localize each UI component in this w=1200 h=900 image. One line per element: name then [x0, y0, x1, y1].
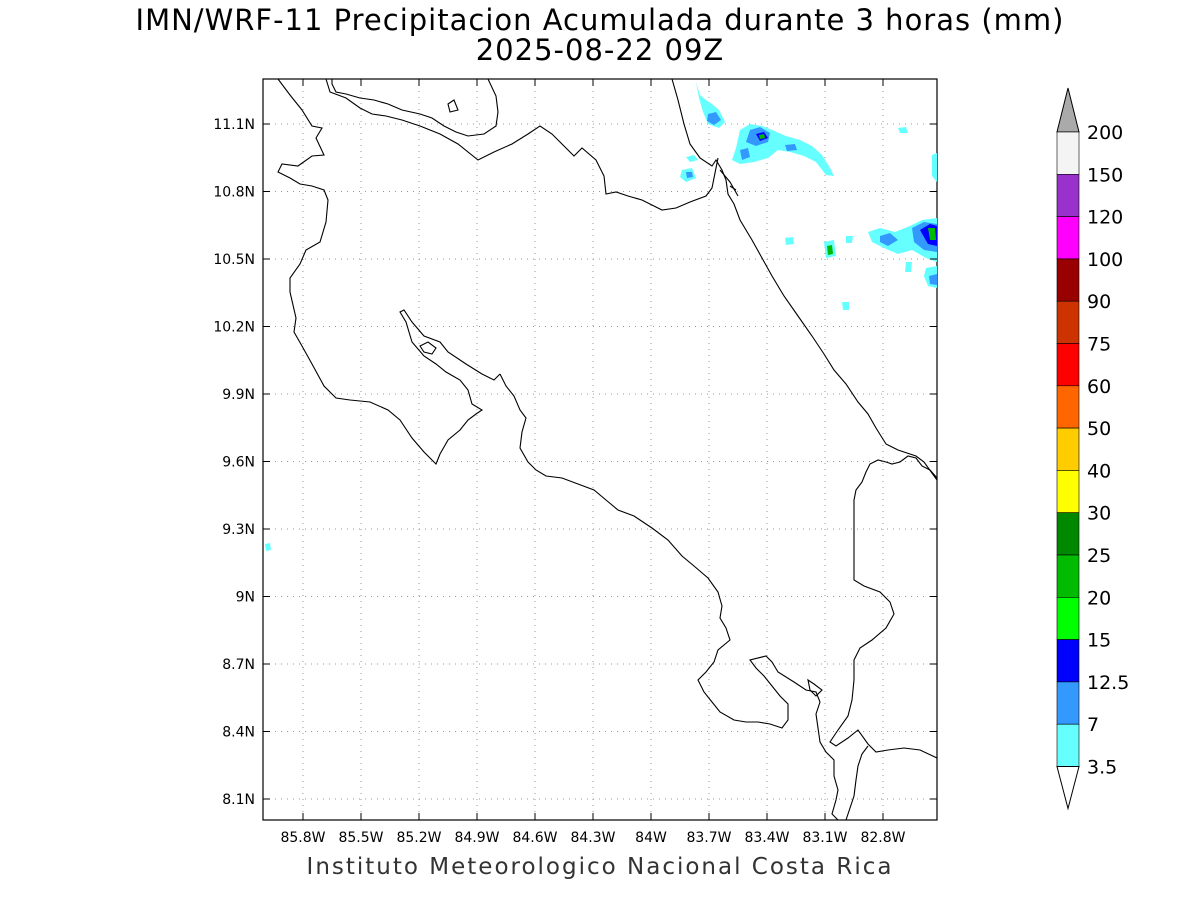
y-tick-label: 9N: [236, 590, 255, 606]
map-title: IMN/WRF-11 Precipitacion Acumulada duran…: [135, 3, 1065, 37]
colorbar-label: 15: [1087, 630, 1111, 652]
y-tick-label: 8.1N: [222, 792, 255, 808]
y-tick-label: 10.8N: [213, 185, 255, 201]
colorbar-swatch: [1056, 681, 1080, 725]
footer-credit: Instituto Meteorologico Nacional Costa R…: [306, 854, 894, 880]
colorbar: 200 150 120 100 90 75 60 50 40 30 25 20 15 12.5 7 3.5: [1056, 87, 1129, 811]
colorbar-swatch: [1056, 427, 1080, 471]
colorbar-label: 3.5: [1087, 757, 1117, 779]
x-tick-label: 85.5W: [338, 830, 383, 846]
colorbar-label: 20: [1087, 587, 1111, 609]
colorbar-swatch: [1056, 174, 1080, 217]
coastlines-borders: [277, 79, 937, 820]
colorbar-swatch: [1056, 639, 1080, 683]
colorbar-label: 200: [1087, 122, 1123, 144]
x-tick-label: 83.4W: [744, 830, 789, 846]
colorbar-top-arrow: [1056, 87, 1080, 133]
colorbar-label: 12.5: [1087, 672, 1129, 694]
gridlines: [263, 79, 937, 820]
colorbar-label: 100: [1087, 249, 1123, 271]
precipitation-areas: [265, 82, 937, 551]
x-tick-label: 84.9W: [454, 830, 499, 846]
y-tick-label: 9.3N: [222, 522, 255, 538]
map-frame: [262, 78, 938, 821]
colorbar-label: 60: [1087, 376, 1111, 398]
y-tick-label: 9.9N: [222, 387, 255, 403]
colorbar-swatch: [1056, 723, 1080, 767]
y-axis-labels: 11.1N 10.8N 10.5N 10.2N 9.9N 9.6N 9.3N 9N 8.7N 8.…: [213, 117, 255, 808]
colorbar-label: 40: [1087, 460, 1111, 482]
colorbar-bottom-arrow: [1056, 766, 1080, 811]
colorbar-swatch: [1056, 554, 1080, 598]
y-tick-label: 8.7N: [222, 657, 255, 673]
x-tick-label: 85.2W: [396, 830, 441, 846]
colorbar-label: 7: [1087, 714, 1099, 736]
x-tick-label: 84.6W: [512, 830, 557, 846]
x-tick-label: 82.8W: [860, 830, 905, 846]
colorbar-swatch: [1056, 216, 1080, 260]
colorbar-label: 90: [1087, 291, 1111, 313]
y-tick-label: 8.4N: [222, 725, 255, 741]
map-subtitle-date: 2025-08-22 09Z: [475, 33, 725, 67]
colorbar-swatch: [1056, 343, 1080, 387]
y-tick-label: 10.5N: [213, 252, 255, 268]
colorbar-swatch: [1056, 131, 1080, 175]
y-tick-label: 11.1N: [213, 117, 255, 133]
colorbar-swatch: [1056, 258, 1080, 302]
x-axis-labels: 85.8W 85.5W 85.2W 84.9W 84.6W 84.3W 84W 83.7W 83…: [280, 830, 905, 846]
x-tick-label: 84.3W: [570, 830, 615, 846]
colorbar-swatch: [1056, 385, 1080, 429]
x-tick-label: 85.8W: [280, 830, 325, 846]
y-tick-label: 10.2N: [213, 320, 255, 336]
x-tick-label: 83.1W: [802, 830, 847, 846]
x-tick-label: 84W: [635, 830, 667, 846]
axis-ticks: [263, 79, 937, 820]
colorbar-swatch: [1056, 300, 1080, 344]
x-tick-label: 83.7W: [686, 830, 731, 846]
colorbar-swatch: [1056, 596, 1080, 640]
y-tick-label: 9.6N: [222, 455, 255, 471]
colorbar-swatch: [1056, 512, 1080, 556]
colorbar-label: 25: [1087, 545, 1111, 567]
colorbar-label: 30: [1087, 503, 1111, 525]
colorbar-label: 50: [1087, 418, 1111, 440]
colorbar-label: 150: [1087, 164, 1123, 186]
colorbar-swatch: [1056, 470, 1080, 513]
colorbar-label: 120: [1087, 207, 1123, 229]
colorbar-label: 75: [1087, 334, 1111, 356]
